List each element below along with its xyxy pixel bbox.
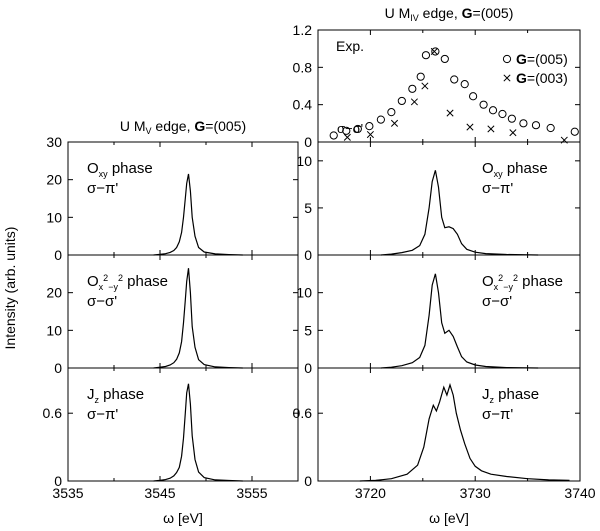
right-column-title: U MIV edge, G=(005) [385, 5, 514, 23]
y-tick-label: 0 [304, 247, 312, 263]
polarization-label: σ−σ' [87, 293, 117, 310]
cross-point [411, 99, 417, 105]
x-tick-label: 3555 [236, 485, 267, 501]
circle-point [489, 107, 496, 114]
phase-label: Ox2−y2 phase [87, 273, 168, 292]
y-tick-label: 30 [46, 134, 62, 150]
y-axis-label: Intensity (arb. units) [2, 227, 18, 350]
phase-label: Oxy phase [87, 160, 153, 179]
circle-point [547, 124, 554, 131]
circle-point [461, 81, 468, 88]
circle-point [388, 109, 395, 116]
left-column-title: U MV edge, G=(005) [120, 118, 246, 136]
plot-frame [68, 368, 298, 481]
y-tick-label: 0 [54, 247, 62, 263]
plot-frame [318, 368, 580, 481]
cross-point [367, 131, 373, 137]
circle-point [571, 128, 578, 135]
circle-point [441, 55, 448, 62]
circle-point [422, 52, 429, 59]
y-tick-label: 0 [54, 360, 62, 376]
y-tick-label: 0.8 [293, 59, 313, 75]
x-tick-label: 3740 [564, 485, 595, 501]
y-tick-label: 10 [46, 209, 62, 225]
cross-point [488, 126, 494, 132]
panel-exp: 0 0.4 0.8 1.2 Exp. σ−σ' G=(005) G=(003) [293, 22, 580, 150]
circle-point [432, 48, 439, 55]
y-tick-label: 0 [304, 473, 312, 489]
circle-point [480, 101, 487, 108]
cross-point [467, 124, 473, 130]
circle-point [417, 73, 424, 80]
x-axis-label-left: ω [eV] [163, 510, 203, 526]
legend-circle-marker [503, 55, 510, 62]
circle-point [508, 115, 515, 122]
plot-frame [68, 255, 298, 368]
circle-point [377, 116, 384, 123]
y-tick-label: 0 [304, 360, 312, 376]
plot-frame [68, 142, 298, 255]
circle-point [499, 110, 506, 117]
legend-cross-marker [504, 75, 510, 81]
plot-frame [318, 255, 580, 368]
circle-point [520, 120, 527, 127]
exp-annotation: Exp. [336, 38, 364, 54]
legend-entry: G=(005) [516, 51, 568, 67]
spectrum-line [154, 174, 243, 255]
circle-point [398, 97, 405, 104]
y-tick-label: 0.6 [43, 405, 63, 421]
spectrum-line [154, 384, 243, 481]
y-tick-label: 5 [304, 200, 312, 216]
circle-point [409, 85, 416, 92]
circle-point [366, 123, 373, 130]
overlay-pol-label: σ−σ' [337, 121, 363, 136]
x-tick-label: 3730 [460, 485, 491, 501]
y-tick-label: 20 [46, 285, 62, 301]
x-tick-label: 3545 [144, 485, 175, 501]
y-tick-label: 20 [46, 172, 62, 188]
phase-label: Ox2−y2 phase [482, 273, 563, 292]
y-tick-label: 0.6 [293, 405, 313, 421]
spectrum-line [381, 274, 538, 368]
cross-point [422, 83, 428, 89]
cross-point [447, 110, 453, 116]
plot-frame [318, 142, 580, 255]
circle-point [451, 76, 458, 83]
circle-point [470, 93, 477, 100]
y-tick-label: 0 [304, 134, 312, 150]
cross-point [391, 120, 397, 126]
polarization-label: σ−π' [87, 406, 118, 423]
y-tick-label: 10 [46, 322, 62, 338]
polarization-label: σ−π' [482, 406, 513, 423]
x-tick-label: 3720 [355, 485, 386, 501]
x-axis-label-right: ω [eV] [429, 510, 469, 526]
phase-label: Oxy phase [482, 160, 548, 179]
y-tick-label: 10 [296, 153, 312, 169]
polarization-label: σ−π' [482, 180, 513, 197]
polarization-label: σ−π' [87, 180, 118, 197]
phase-label: Jz phase [87, 386, 144, 405]
circle-point [532, 122, 539, 129]
y-tick-label: 5 [304, 322, 312, 338]
y-tick-label: 0 [54, 473, 62, 489]
y-tick-label: 0.4 [293, 97, 313, 113]
cross-point [510, 129, 516, 135]
spectrum-line [381, 170, 538, 255]
y-tick-label: 10 [296, 285, 312, 301]
y-tick-label: 1.2 [293, 22, 313, 38]
legend-entry: G=(003) [516, 70, 568, 86]
phase-label: Jz phase [482, 386, 539, 405]
polarization-label: σ−σ' [482, 293, 512, 310]
